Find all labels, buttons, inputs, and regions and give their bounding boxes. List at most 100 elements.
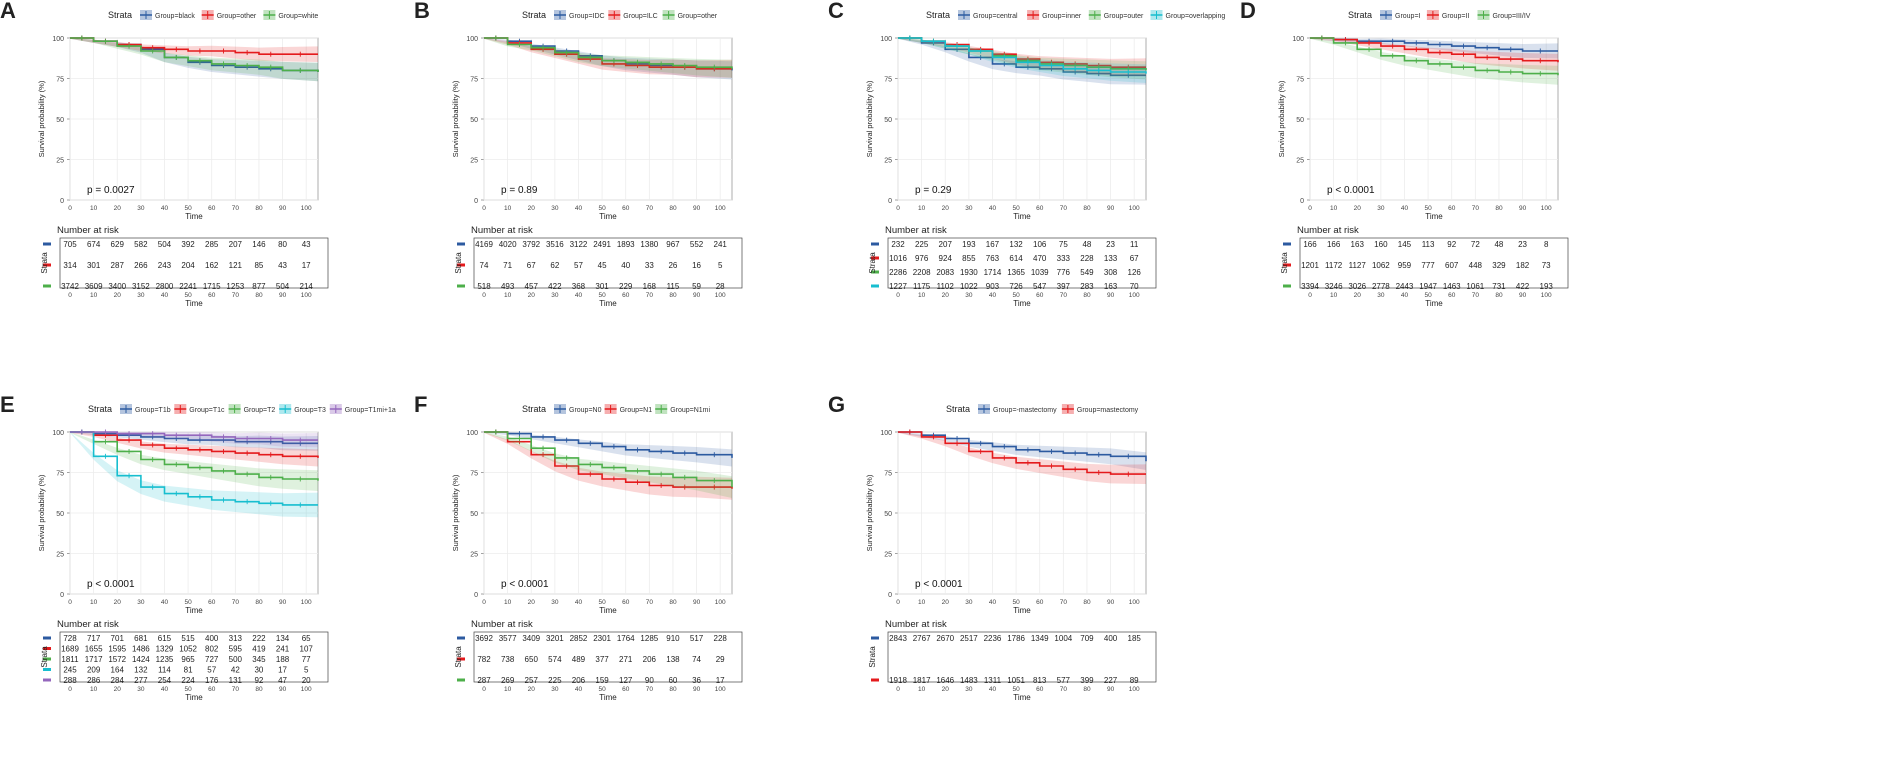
panel-G: G Strata Group=-mastectomy Group=mastectom… (828, 394, 1298, 779)
risk-count: 36 (692, 676, 701, 685)
risk-y-axis-label: Strata (454, 646, 463, 668)
risk-count: 159 (595, 676, 609, 685)
panel-D: D Strata Group=I Group=II Group=III/IV 0 25 50… (1240, 0, 1710, 385)
y-tick-label: 100 (1292, 36, 1304, 43)
risk-count: 207 (939, 240, 953, 249)
y-tick-label: 50 (470, 511, 478, 518)
risk-count: 701 (111, 634, 125, 643)
x-axis-label: Time (599, 606, 617, 615)
panel-C: C Strata Group=central Group=inner Group=ou… (828, 0, 1298, 385)
y-tick-label: 25 (470, 158, 478, 165)
km-chart-C: Strata Group=central Group=inner Group=oute… (865, 10, 1225, 308)
risk-x-tick-label: 80 (1083, 686, 1091, 693)
risk-x-tick-label: 80 (1083, 292, 1091, 299)
risk-count: 17 (302, 261, 311, 270)
risk-count: 1380 (640, 240, 658, 249)
km-chart-B: Strata Group=IDC Group=ILC Group=other02550… (451, 10, 743, 308)
risk-count: 3609 (85, 282, 103, 291)
panel-label: E (0, 392, 15, 417)
confidence-band (898, 432, 1146, 484)
risk-count: 214 (300, 282, 314, 291)
risk-count: 138 (666, 655, 680, 664)
risk-count: 1646 (936, 676, 954, 685)
risk-row-key (43, 263, 51, 267)
risk-table-title: Number at risk (885, 619, 947, 630)
x-axis-label: Time (1013, 606, 1031, 615)
x-axis-label: Time (599, 212, 617, 221)
x-tick-label: 90 (693, 205, 701, 212)
legend-label: Group=T2 (244, 407, 276, 414)
risk-row-key (43, 242, 51, 246)
x-tick-label: 10 (90, 599, 98, 606)
x-tick-label: 60 (1036, 205, 1044, 212)
risk-count: 209 (87, 666, 101, 675)
risk-x-tick-label: 70 (232, 686, 240, 693)
risk-count: 277 (134, 676, 148, 685)
risk-count: 727 (205, 655, 219, 664)
risk-count: 166 (1327, 240, 1341, 249)
risk-count: 1253 (226, 282, 244, 291)
x-tick-label: 20 (1354, 205, 1362, 212)
risk-x-tick-label: 30 (965, 686, 973, 693)
risk-x-tick-label: 80 (255, 686, 263, 693)
panel-label: B (414, 0, 430, 23)
risk-count: 163 (1104, 282, 1118, 291)
risk-count: 193 (1540, 282, 1554, 291)
risk-count: 959 (1398, 261, 1412, 270)
x-tick-label: 30 (137, 599, 145, 606)
risk-count: 28 (716, 282, 725, 291)
y-tick-label: 25 (884, 552, 892, 559)
confidence-band (898, 38, 1146, 85)
risk-count: 731 (1492, 282, 1506, 291)
risk-count: 3394 (1301, 282, 1319, 291)
x-tick-label: 20 (114, 205, 122, 212)
x-tick-label: 80 (669, 599, 677, 606)
y-tick-label: 0 (474, 592, 478, 599)
risk-count: 422 (1516, 282, 1530, 291)
risk-x-tick-label: 80 (669, 292, 677, 299)
confidence-band (484, 432, 732, 500)
risk-count: 976 (915, 254, 929, 263)
risk-x-tick-label: 40 (989, 292, 997, 299)
risk-count: 2852 (570, 634, 588, 643)
risk-count: 500 (229, 655, 243, 664)
risk-count: 392 (181, 240, 195, 249)
risk-count: 549 (1080, 268, 1094, 277)
legend-title: Strata (522, 404, 546, 414)
y-tick-label: 0 (60, 198, 64, 205)
risk-count: 1595 (108, 645, 126, 654)
risk-count: 1052 (179, 645, 197, 654)
risk-table-title: Number at risk (1297, 225, 1359, 236)
risk-count: 399 (1080, 676, 1094, 685)
risk-row-key (871, 678, 879, 682)
risk-row-key (1283, 242, 1291, 246)
risk-x-tick-label: 60 (208, 292, 216, 299)
risk-count: 615 (158, 634, 172, 643)
risk-table-box (473, 631, 743, 683)
p-value: p < 0.0001 (915, 579, 963, 590)
risk-row-key (43, 657, 51, 661)
risk-count: 368 (572, 282, 586, 291)
y-tick-label: 25 (56, 158, 64, 165)
x-tick-label: 30 (551, 599, 559, 606)
x-tick-label: 40 (1401, 205, 1409, 212)
risk-count: 1764 (617, 634, 635, 643)
risk-count: 23 (1106, 240, 1115, 249)
x-tick-label: 80 (255, 205, 263, 212)
risk-x-tick-label: 40 (989, 686, 997, 693)
risk-table-title: Number at risk (471, 619, 533, 630)
risk-count: 134 (276, 634, 290, 643)
risk-count: 271 (619, 655, 633, 664)
risk-count: 228 (714, 634, 728, 643)
x-tick-label: 80 (669, 205, 677, 212)
risk-count: 17 (716, 676, 725, 685)
x-tick-label: 30 (1377, 205, 1385, 212)
risk-count: 2767 (913, 634, 931, 643)
confidence-band (484, 432, 732, 467)
x-tick-label: 90 (1519, 205, 1527, 212)
x-tick-label: 100 (301, 599, 312, 606)
legend-label: Group=outer (1104, 13, 1144, 20)
p-value: p < 0.0001 (501, 579, 549, 590)
risk-count: 717 (87, 634, 101, 643)
x-tick-label: 100 (715, 599, 726, 606)
